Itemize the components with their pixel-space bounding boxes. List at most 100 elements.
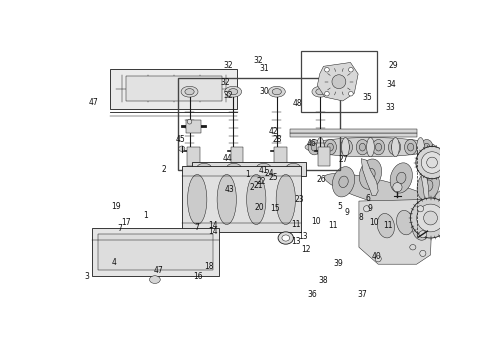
Polygon shape	[418, 155, 430, 220]
Polygon shape	[318, 62, 358, 101]
Text: 40: 40	[371, 252, 381, 261]
Text: 46: 46	[307, 139, 317, 148]
Bar	[318, 147, 330, 166]
Text: 47: 47	[154, 266, 164, 275]
Text: 6: 6	[366, 194, 370, 203]
Ellipse shape	[420, 250, 426, 256]
Ellipse shape	[396, 172, 406, 184]
Ellipse shape	[217, 175, 236, 225]
Ellipse shape	[342, 138, 349, 157]
Ellipse shape	[389, 139, 401, 155]
Ellipse shape	[416, 138, 424, 157]
Text: 32: 32	[223, 91, 233, 100]
Ellipse shape	[228, 89, 238, 95]
Bar	[187, 147, 199, 166]
Bar	[470, 199, 490, 274]
Ellipse shape	[377, 213, 394, 238]
Text: 48: 48	[293, 99, 302, 108]
Text: 47: 47	[89, 98, 98, 107]
Ellipse shape	[246, 175, 266, 225]
Ellipse shape	[269, 86, 285, 97]
Ellipse shape	[187, 120, 192, 124]
Ellipse shape	[348, 67, 353, 72]
Ellipse shape	[460, 129, 466, 135]
Ellipse shape	[324, 91, 329, 96]
Bar	[488, 134, 490, 140]
Bar	[98, 234, 213, 270]
Ellipse shape	[396, 210, 414, 235]
Ellipse shape	[149, 276, 160, 283]
Ellipse shape	[412, 216, 429, 240]
Ellipse shape	[282, 235, 290, 241]
Ellipse shape	[348, 91, 353, 96]
Bar	[290, 133, 416, 137]
Ellipse shape	[421, 152, 443, 173]
Ellipse shape	[366, 168, 375, 180]
Text: 39: 39	[333, 259, 343, 268]
Ellipse shape	[423, 143, 430, 151]
Ellipse shape	[367, 138, 374, 157]
Ellipse shape	[179, 146, 185, 152]
Bar	[290, 129, 416, 132]
Ellipse shape	[419, 231, 427, 238]
Ellipse shape	[460, 219, 466, 225]
Text: 34: 34	[387, 80, 396, 89]
Text: 14: 14	[209, 227, 218, 236]
Text: 14: 14	[209, 221, 218, 230]
Text: 9: 9	[345, 208, 350, 217]
Text: 33: 33	[386, 103, 395, 112]
Ellipse shape	[408, 143, 414, 151]
Ellipse shape	[417, 171, 440, 201]
Text: 36: 36	[308, 289, 318, 298]
Text: 2: 2	[161, 165, 166, 174]
Text: 7: 7	[194, 223, 199, 232]
Ellipse shape	[286, 163, 301, 174]
Ellipse shape	[188, 175, 207, 225]
Text: 22: 22	[257, 177, 267, 186]
Text: 20: 20	[255, 203, 264, 212]
Text: 13: 13	[298, 232, 308, 241]
Ellipse shape	[272, 89, 281, 95]
Ellipse shape	[404, 139, 417, 155]
Text: 4: 4	[112, 258, 117, 267]
Ellipse shape	[427, 157, 438, 168]
Text: 35: 35	[363, 93, 372, 102]
Ellipse shape	[420, 139, 433, 155]
Text: 7: 7	[118, 224, 122, 233]
Text: 30: 30	[260, 87, 269, 96]
Text: 44: 44	[223, 154, 233, 163]
Ellipse shape	[359, 143, 366, 151]
Text: 42: 42	[269, 127, 279, 136]
Ellipse shape	[416, 147, 448, 179]
Ellipse shape	[434, 190, 453, 212]
Text: 5: 5	[337, 202, 342, 211]
Ellipse shape	[410, 244, 416, 250]
Text: 32: 32	[253, 56, 263, 65]
Ellipse shape	[311, 143, 318, 151]
Ellipse shape	[392, 138, 399, 157]
Text: 41: 41	[258, 166, 268, 175]
Text: 26: 26	[316, 175, 326, 184]
Text: 17: 17	[121, 218, 131, 227]
Text: 28: 28	[273, 135, 282, 144]
Ellipse shape	[196, 163, 212, 174]
Ellipse shape	[392, 143, 398, 151]
Text: 3: 3	[85, 271, 90, 280]
Ellipse shape	[317, 138, 324, 157]
Polygon shape	[361, 159, 378, 195]
Ellipse shape	[417, 206, 423, 212]
Text: 9: 9	[368, 204, 372, 213]
Text: 1: 1	[245, 170, 249, 179]
Text: 45: 45	[176, 135, 185, 144]
Ellipse shape	[423, 180, 433, 192]
Ellipse shape	[332, 75, 346, 89]
Ellipse shape	[276, 175, 295, 225]
Bar	[178, 78, 340, 170]
Ellipse shape	[343, 143, 349, 151]
Ellipse shape	[305, 138, 436, 157]
Ellipse shape	[316, 89, 325, 95]
Text: 8: 8	[358, 213, 363, 222]
Text: 29: 29	[389, 62, 398, 71]
Ellipse shape	[324, 67, 329, 72]
Ellipse shape	[185, 89, 194, 95]
